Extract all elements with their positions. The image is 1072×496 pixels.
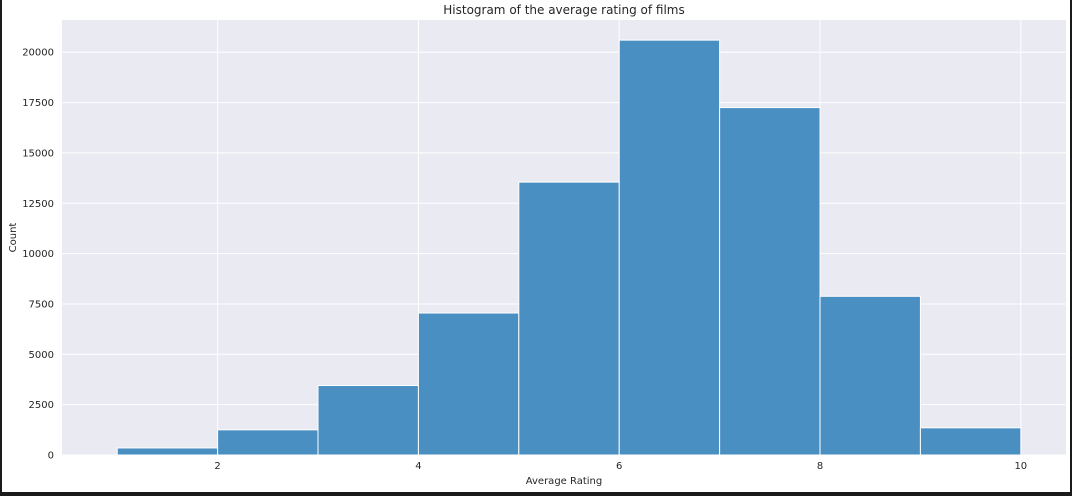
y-tick-label: 10000	[22, 249, 54, 260]
chart-title: Histogram of the average rating of films	[443, 3, 684, 17]
histogram-bar	[317, 385, 419, 456]
histogram-bar	[618, 39, 721, 456]
histogram-bar	[819, 295, 921, 456]
y-tick-label: 12500	[22, 199, 54, 210]
histogram-bar	[116, 447, 219, 456]
histogram-bar	[719, 107, 821, 456]
y-axis-label: Count	[8, 223, 19, 253]
x-tick-label: 4	[415, 461, 421, 472]
bars	[116, 39, 1022, 456]
y-axis-ticks: 0 2500 5000 7500 10000 12500 15000 17500 20000	[22, 48, 54, 462]
y-tick-label: 2500	[29, 400, 54, 411]
histogram-bar	[919, 427, 1022, 456]
x-axis-ticks: 2 4 6 8 10	[214, 461, 1027, 472]
y-tick-label: 5000	[29, 350, 54, 361]
y-tick-label: 20000	[22, 48, 54, 59]
x-tick-label: 10	[1014, 461, 1027, 472]
y-tick-label: 15000	[22, 148, 54, 159]
y-tick-label: 7500	[29, 299, 54, 310]
y-tick-label: 0	[48, 451, 54, 462]
x-axis-label: Average Rating	[526, 476, 602, 487]
x-tick-label: 6	[616, 461, 622, 472]
x-tick-label: 8	[817, 461, 823, 472]
x-tick-label: 2	[214, 461, 220, 472]
y-tick-label: 17500	[22, 98, 54, 109]
histogram-bar	[518, 181, 620, 456]
histogram-bar	[217, 429, 319, 456]
histogram-bar	[417, 312, 520, 456]
